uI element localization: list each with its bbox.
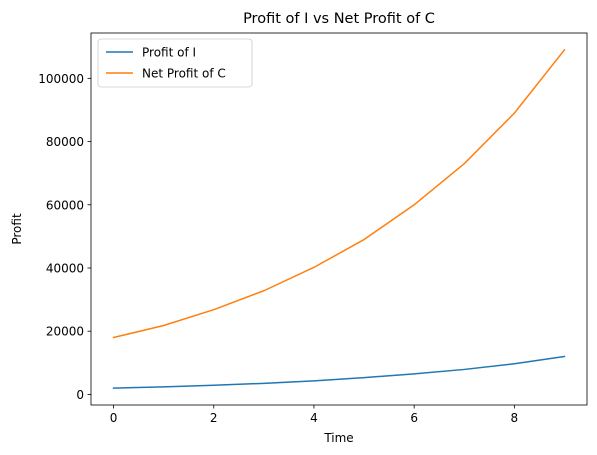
plot-area bbox=[112, 48, 566, 389]
y-tick-label: 0 bbox=[76, 388, 84, 402]
legend-label-1: Profit of I bbox=[142, 46, 196, 60]
y-tick-label: 40000 bbox=[46, 261, 84, 275]
series-line-1 bbox=[112, 355, 566, 389]
x-axis-label: Time bbox=[323, 431, 353, 445]
axes-frame bbox=[90, 32, 588, 406]
y-tick-label: 60000 bbox=[46, 198, 84, 212]
series-line-2 bbox=[112, 48, 566, 339]
y-tick-label: 20000 bbox=[46, 325, 84, 339]
y-axis-label: Profit bbox=[10, 213, 24, 245]
legend-label-2: Net Profit of C bbox=[142, 67, 226, 81]
x-tick-label: 6 bbox=[410, 411, 418, 425]
axes: 0 2 4 6 8 0 20000 40000 60000 80000 100000 bbox=[38, 32, 588, 425]
y-tick-label: 80000 bbox=[46, 135, 84, 149]
x-tick-label: 0 bbox=[110, 411, 118, 425]
x-tick-label: 4 bbox=[310, 411, 318, 425]
y-tick-label: 100000 bbox=[38, 72, 84, 86]
chart-title: Profit of I vs Net Profit of C bbox=[243, 11, 435, 27]
legend: Profit of I Net Profit of C bbox=[97, 38, 253, 88]
x-tick-label: 8 bbox=[511, 411, 519, 425]
legend-box bbox=[97, 38, 253, 88]
x-tick-label: 2 bbox=[210, 411, 218, 425]
